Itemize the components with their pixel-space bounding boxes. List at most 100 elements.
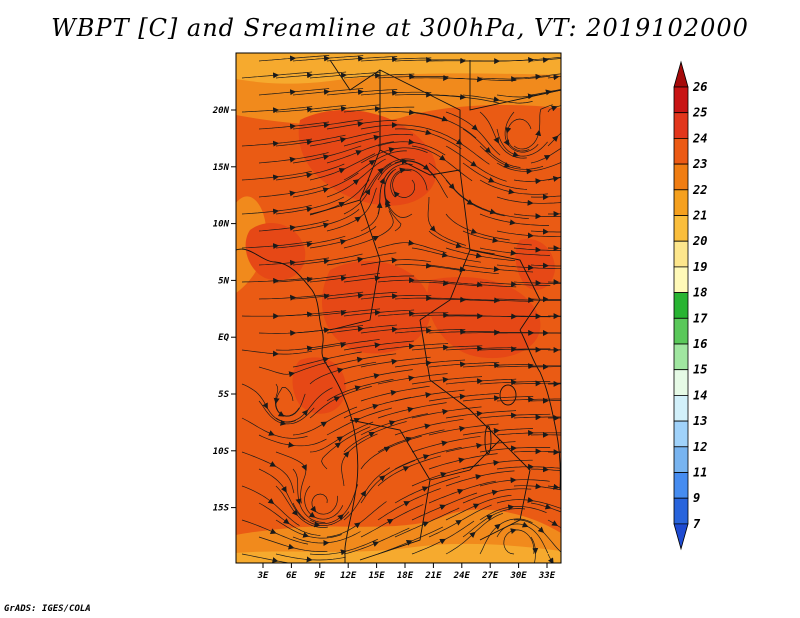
colorbar-segment-10	[673, 343, 689, 371]
streamline-arrow-222	[405, 436, 413, 443]
streamline-arrow-163	[340, 341, 347, 348]
colorbar-segment-15	[673, 472, 689, 499]
colorbar-label-3: 23	[692, 157, 707, 171]
streamline-arrow-49	[339, 137, 347, 143]
colorbar-label-11: 15	[693, 363, 707, 377]
streamline-arrow-80	[399, 167, 406, 174]
colorbar-segment-9	[673, 317, 689, 345]
streamline-arrow-275	[271, 557, 279, 563]
edge-region-south	[236, 543, 561, 563]
colorbar-label-10: 16	[693, 337, 707, 351]
warm-region-3	[427, 276, 541, 359]
country-border-9	[329, 59, 381, 91]
streamline-arrow-36	[503, 139, 510, 147]
streamline-arrow-97	[354, 216, 362, 223]
streamline-arrow-34	[471, 124, 478, 131]
streamline-arrow-43	[455, 138, 463, 145]
streamline-arrow-248	[313, 521, 321, 528]
streamline-arrow-116	[357, 256, 364, 263]
country-border-4	[329, 199, 381, 331]
colorbar-segment-3	[673, 163, 689, 191]
streamline-arrow-257	[302, 532, 310, 538]
streamline-arrow-58	[322, 154, 330, 161]
streamline-arrow-218	[269, 461, 277, 467]
streamline-arrow-96	[322, 222, 330, 229]
streamline-arrow-284	[547, 557, 554, 563]
lat-label-5: 5S	[218, 390, 229, 400]
streamline-arrow-253	[491, 489, 499, 496]
streamline-arrow-82	[489, 208, 497, 215]
colorbar-segment-16	[673, 497, 689, 525]
streamline-arrow-182	[337, 367, 344, 374]
streamline-arrow-251	[421, 486, 429, 492]
streamline-arrow-40	[357, 121, 364, 127]
streamline-arrow-219	[301, 464, 307, 471]
streamline-arrow-37	[551, 105, 558, 112]
colorbar-label-15: 11	[693, 466, 707, 480]
streamline-arrow-54	[503, 162, 511, 168]
west-africa-coastline	[236, 248, 359, 563]
streamline-arrow-172	[322, 356, 330, 363]
colorbar-label-5: 21	[692, 209, 707, 223]
streamline-arrow-75	[552, 176, 560, 182]
streamline-arrow-174	[391, 358, 398, 365]
colorbar-label-4: 22	[692, 183, 707, 197]
streamline-arrow-65	[543, 155, 551, 161]
streamline-arrow-281	[469, 531, 476, 538]
lon-label-4: 15E	[368, 571, 385, 581]
streamline-arrow-239	[308, 511, 316, 518]
country-border-3	[419, 169, 471, 321]
colorbar-label-14: 12	[693, 440, 707, 454]
warm-region-4	[245, 222, 306, 281]
country-border-7	[349, 419, 431, 561]
streamline-arrow-45	[512, 151, 520, 158]
streamline-arrow-238	[291, 509, 298, 516]
colorbar-label-9: 17	[693, 311, 708, 325]
colorbar-segment-8	[673, 292, 689, 319]
streamline-arrow-270	[422, 521, 430, 528]
lake-tanganyika	[484, 425, 492, 455]
streamline-arrow-78	[352, 179, 360, 186]
lon-label-10: 33E	[538, 571, 556, 581]
streamline-arrow-79	[377, 167, 384, 175]
grads-credit: GrADS: IGES/COLA	[4, 604, 91, 614]
streamline-arrow-33	[441, 115, 449, 122]
streamline-arrow-115	[323, 258, 330, 265]
streamline-arrow-100	[455, 242, 463, 249]
streamline-arrow-59	[355, 150, 363, 156]
lat-label-2: 10N	[213, 220, 230, 230]
warm-region-5	[515, 239, 555, 290]
colorbar: 26 25 24 23 22 21 20 19 18 17 16 15 14 13 12 11 9 7	[673, 60, 708, 551]
colorbar-label-13: 13	[693, 414, 707, 428]
colorbar-segment-1	[673, 112, 689, 139]
colorbar-segment-13	[673, 420, 689, 448]
colorbar-segment-0	[673, 86, 689, 114]
streamline-arrow-259	[360, 490, 367, 497]
colorbar-segment-5	[673, 215, 689, 242]
streamline-arrow-229	[295, 498, 302, 505]
colorbar-label-2: 24	[692, 131, 707, 145]
east-africa-coastline	[519, 329, 561, 491]
streamline-arrow-260	[403, 501, 411, 507]
streamline-arrow-105	[306, 241, 313, 248]
streamline-arrow-91	[470, 228, 478, 234]
streamline-arrow-262	[472, 503, 480, 510]
streamline-arrow-199	[268, 430, 275, 436]
streamline-arrow-46	[505, 126, 512, 134]
lat-label-6: 10S	[213, 447, 230, 457]
lon-label-1: 6E	[286, 571, 297, 581]
streamline-arrow-232	[422, 454, 430, 460]
lon-label-6: 21E	[424, 571, 442, 581]
lon-label-7: 24E	[453, 571, 471, 581]
colorbar-segment-14	[673, 446, 689, 473]
country-border-5	[469, 249, 541, 331]
streamline-arrow-237	[267, 498, 275, 505]
streamline-arrow-202	[372, 403, 379, 410]
streamline-arrow-69	[368, 160, 376, 166]
lon-label-9: 30E	[509, 571, 527, 581]
streamline-arrow-183	[373, 373, 381, 379]
streamline-arrow-283	[510, 528, 517, 534]
streamline-arrow-209	[288, 441, 295, 448]
streamline-arrow-63	[488, 177, 495, 183]
streamline-arrow-77	[322, 187, 330, 194]
